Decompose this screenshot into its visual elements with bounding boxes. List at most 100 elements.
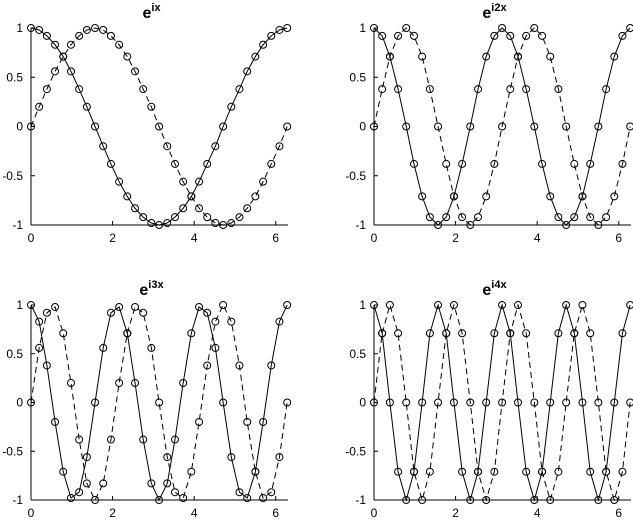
marker <box>227 219 236 228</box>
x-tick-label: 4 <box>534 506 541 520</box>
marker <box>275 142 284 151</box>
y-tick-label: 0.5 <box>349 70 366 84</box>
marker <box>106 159 115 168</box>
marker <box>195 302 204 311</box>
marker <box>522 329 531 338</box>
marker <box>490 159 499 168</box>
marker <box>42 308 51 317</box>
marker <box>99 25 108 34</box>
marker <box>530 122 539 131</box>
marker <box>139 435 148 444</box>
y-tick-label: 1 <box>359 21 366 35</box>
marker <box>425 329 434 338</box>
y-tick-label: 0 <box>359 396 366 410</box>
marker <box>618 31 627 40</box>
chart-title: ei2x <box>482 2 507 22</box>
marker <box>474 213 483 222</box>
marker <box>578 301 587 309</box>
marker <box>171 488 180 497</box>
marker <box>163 219 172 228</box>
marker <box>75 85 84 94</box>
marker <box>155 398 164 407</box>
marker <box>618 467 627 476</box>
marker <box>75 435 84 444</box>
title-superscript: i3x <box>148 279 164 291</box>
marker <box>243 494 252 503</box>
marker <box>610 496 619 504</box>
marker <box>131 67 140 76</box>
marker <box>51 302 60 311</box>
marker <box>442 159 451 168</box>
marker <box>131 302 140 311</box>
y-tick-label: -0.5 <box>345 169 366 183</box>
chart-title: ei3x <box>139 279 164 299</box>
marker <box>27 301 35 309</box>
marker <box>402 24 411 32</box>
marker <box>418 496 427 504</box>
marker <box>99 343 108 352</box>
series-line <box>373 303 631 502</box>
marker <box>578 398 587 407</box>
x-tick-label: 6 <box>615 231 622 245</box>
y-tick-label: 0 <box>16 396 23 410</box>
marker <box>530 398 539 407</box>
marker <box>219 122 228 131</box>
y-tick-label: 0 <box>359 120 366 134</box>
marker <box>466 496 475 504</box>
marker <box>82 25 91 34</box>
marker <box>554 213 563 222</box>
y-tick-label: -1 <box>12 493 23 507</box>
marker <box>418 52 427 61</box>
title-superscript: i4x <box>491 279 507 291</box>
marker <box>466 221 475 229</box>
x-tick-label: 0 <box>371 506 378 520</box>
marker <box>91 24 100 32</box>
y-tick-label: -1 <box>355 493 366 507</box>
marker <box>42 31 51 40</box>
marker <box>283 301 292 309</box>
marker <box>219 301 228 309</box>
x-tick-label: 6 <box>272 231 279 245</box>
marker <box>394 329 403 338</box>
title-base: e <box>139 282 148 299</box>
y-tick-label: 0.5 <box>349 347 366 361</box>
marker <box>402 398 411 407</box>
marker <box>530 496 539 504</box>
marker <box>442 213 451 222</box>
marker <box>602 213 611 222</box>
marker <box>82 479 91 488</box>
marker <box>187 467 196 476</box>
series-line <box>30 304 288 502</box>
marker <box>394 467 403 476</box>
marker <box>227 102 236 111</box>
marker <box>227 453 236 462</box>
marker <box>418 398 427 407</box>
marker <box>482 496 491 504</box>
x-tick-label: 0 <box>371 231 378 245</box>
marker <box>147 343 156 352</box>
marker <box>402 496 411 504</box>
marker <box>106 31 115 40</box>
x-tick-label: 2 <box>452 506 459 520</box>
marker <box>554 329 563 338</box>
marker <box>123 52 132 61</box>
marker <box>498 24 507 32</box>
marker <box>59 467 68 476</box>
marker <box>514 398 523 407</box>
marker <box>163 453 172 462</box>
marker <box>82 453 91 462</box>
marker <box>458 467 467 476</box>
marker <box>219 221 228 229</box>
marker <box>610 52 619 61</box>
marker <box>506 329 515 338</box>
marker <box>546 192 555 201</box>
marker <box>449 398 458 407</box>
marker <box>378 329 387 338</box>
marker <box>51 418 60 426</box>
marker <box>498 122 507 131</box>
marker <box>267 159 276 168</box>
marker <box>370 122 378 131</box>
marker <box>187 329 196 338</box>
marker <box>554 467 563 476</box>
marker <box>378 85 387 94</box>
